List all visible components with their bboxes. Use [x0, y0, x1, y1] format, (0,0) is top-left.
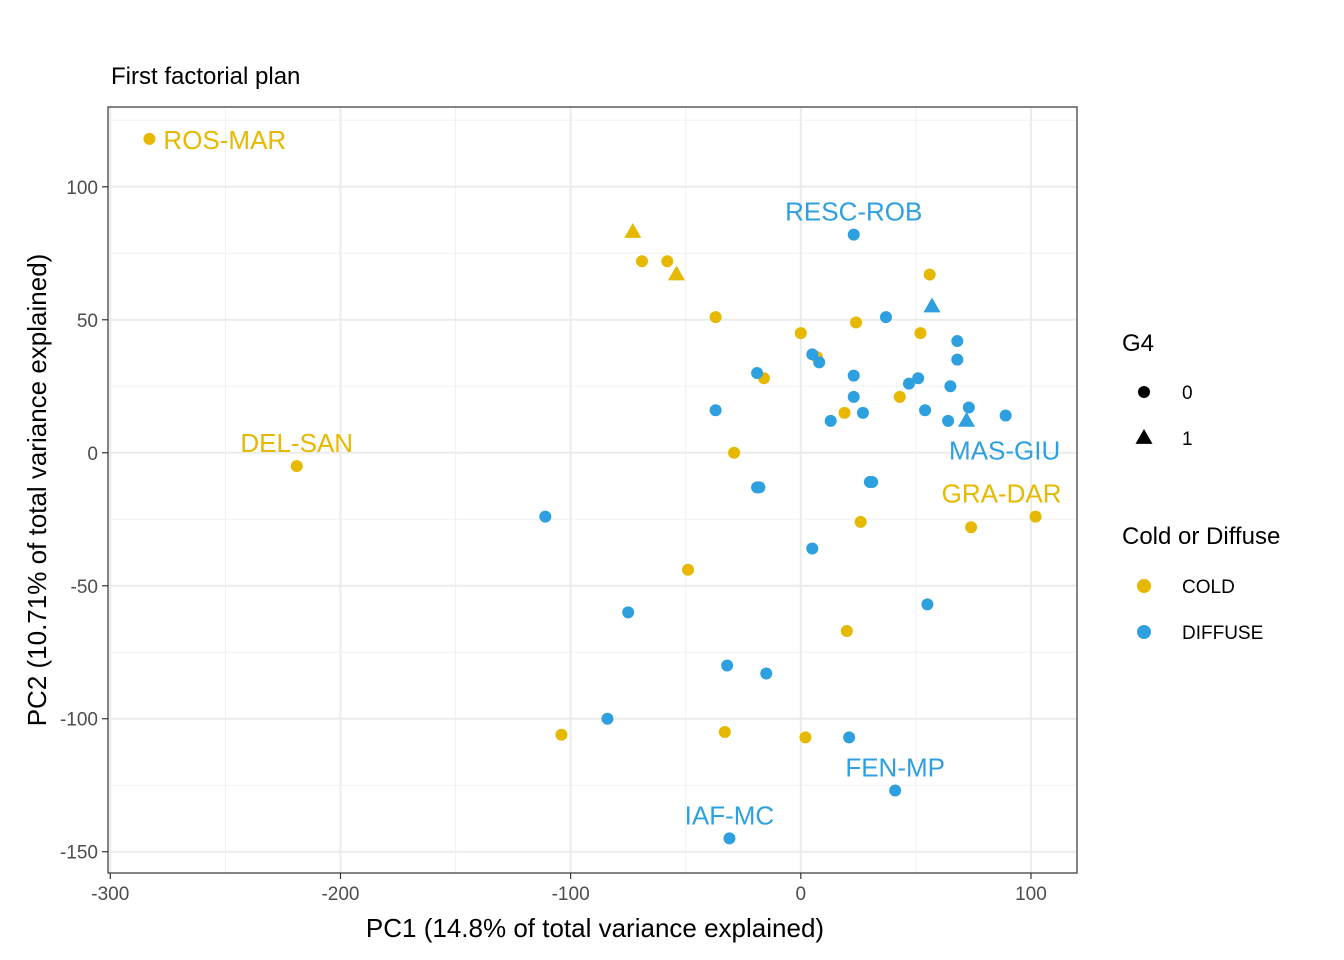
- data-point-cold: [893, 390, 906, 403]
- data-point-diffuse: [879, 311, 892, 324]
- data-point-diffuse: [721, 659, 734, 672]
- y-tick-label: 100: [66, 178, 98, 199]
- data-point-cold: [914, 327, 927, 340]
- data-point-diffuse: [709, 404, 722, 417]
- legend: G4 0 1 Cold or Diffuse COLD DIFFUSE: [1122, 330, 1280, 644]
- legend-key-triangle-icon: [1135, 429, 1153, 444]
- y-axis-label: PC2 (10.71% of total variance explained): [22, 254, 52, 727]
- point-label: GRA-DAR: [942, 479, 1062, 509]
- data-point-cold: [854, 515, 867, 528]
- y-tick-label: -100: [60, 710, 98, 731]
- data-point-diffuse: [942, 414, 955, 427]
- chart-title: First factorial plan: [111, 63, 300, 90]
- data-point-diffuse: [944, 380, 957, 393]
- legend-label: DIFFUSE: [1182, 623, 1263, 644]
- data-points: [143, 132, 1042, 845]
- data-point-diffuse: [751, 366, 764, 379]
- data-point-cold: [838, 406, 851, 419]
- data-point-cold: [718, 726, 731, 739]
- data-point-diffuse: [847, 228, 860, 241]
- data-point-cold: [965, 521, 978, 534]
- data-point-diffuse: [912, 372, 925, 385]
- data-point-diffuse: [957, 411, 976, 427]
- data-point-cold: [143, 132, 156, 145]
- data-point-diffuse: [806, 348, 819, 361]
- plot-area: ROS-MAR DEL-SAN RESC-ROB MAS-GIU GRA-DAR FEN-…: [107, 106, 1078, 874]
- data-point-diffuse: [760, 667, 773, 680]
- data-point-diffuse: [923, 297, 941, 313]
- legend-title-cold-diffuse: Cold or Diffuse: [1122, 523, 1280, 550]
- point-label: RESC-ROB: [785, 197, 922, 227]
- data-point-cold: [555, 728, 568, 741]
- point-label: IAF-MC: [685, 800, 775, 830]
- data-point-cold: [667, 265, 686, 281]
- data-point-diffuse: [889, 784, 902, 797]
- y-tick-label: -150: [60, 843, 98, 864]
- point-label: DEL-SAN: [240, 428, 353, 458]
- x-axis: -300 -200 -100 0 100: [91, 873, 1047, 905]
- y-axis: -150 -100 -50 0 50 100: [60, 178, 108, 864]
- x-tick-label: 100: [1015, 884, 1047, 905]
- data-point-cold: [709, 311, 722, 324]
- data-point-cold: [682, 563, 695, 576]
- data-point-cold: [850, 316, 863, 329]
- data-point-cold: [635, 255, 648, 268]
- x-tick-label: -200: [321, 884, 359, 905]
- data-point-diffuse: [813, 356, 826, 369]
- plot-border: [107, 106, 1078, 874]
- data-point-cold: [840, 624, 853, 637]
- data-point-diffuse: [856, 406, 869, 419]
- data-point-cold: [923, 268, 936, 281]
- data-point-diffuse: [921, 598, 934, 611]
- legend-label: 0: [1182, 383, 1193, 404]
- data-point-diffuse: [951, 335, 964, 348]
- data-point-cold: [290, 460, 303, 473]
- point-label: FEN-MP: [845, 753, 945, 783]
- data-point-diffuse: [601, 712, 614, 725]
- y-tick-label: 50: [77, 311, 98, 332]
- data-point-cold: [624, 223, 642, 238]
- data-point-diffuse: [847, 369, 860, 382]
- data-point-cold: [799, 731, 812, 744]
- data-point-diffuse: [806, 542, 819, 555]
- data-point-diffuse: [843, 731, 856, 744]
- data-point-diffuse: [622, 606, 635, 619]
- data-point-diffuse: [951, 353, 964, 366]
- point-annotations: ROS-MAR DEL-SAN RESC-ROB MAS-GIU GRA-DAR FEN-…: [163, 125, 1061, 831]
- data-point-diffuse: [919, 404, 932, 417]
- data-point-diffuse: [753, 481, 766, 494]
- y-tick-label: 0: [87, 444, 98, 465]
- point-label: ROS-MAR: [163, 125, 286, 155]
- data-point-diffuse: [847, 390, 860, 403]
- legend-key-cold-icon: [1137, 579, 1151, 593]
- data-point-diffuse: [824, 414, 837, 427]
- data-point-diffuse: [999, 409, 1012, 422]
- data-point-cold: [661, 255, 674, 268]
- x-tick-label: 0: [796, 884, 807, 905]
- data-point-cold: [728, 446, 741, 459]
- data-point-diffuse: [723, 832, 736, 845]
- legend-label: 1: [1182, 429, 1193, 450]
- data-point-cold: [794, 327, 807, 340]
- legend-key-diffuse-icon: [1137, 625, 1151, 639]
- legend-title-g4: G4: [1122, 330, 1154, 357]
- data-point-diffuse: [962, 401, 975, 414]
- minor-gridlines: [108, 107, 1077, 873]
- data-point-diffuse: [902, 377, 915, 390]
- legend-key-circle-icon: [1138, 386, 1150, 398]
- major-gridlines: [108, 107, 1077, 873]
- x-tick-label: -300: [91, 884, 129, 905]
- y-tick-label: -50: [71, 577, 98, 598]
- data-point-cold: [1029, 510, 1042, 523]
- x-tick-label: -100: [552, 884, 590, 905]
- legend-label: COLD: [1182, 577, 1235, 598]
- x-axis-label: PC1 (14.8% of total variance explained): [366, 913, 824, 943]
- data-point-diffuse: [539, 510, 552, 523]
- data-point-diffuse: [866, 476, 879, 489]
- point-label: MAS-GIU: [949, 436, 1060, 466]
